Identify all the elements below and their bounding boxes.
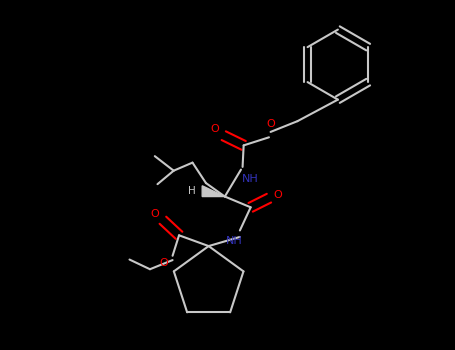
Polygon shape xyxy=(202,186,225,197)
Text: O: O xyxy=(211,124,219,134)
Text: H: H xyxy=(187,186,195,196)
Text: NH: NH xyxy=(226,236,243,246)
Text: O: O xyxy=(160,258,168,268)
Text: O: O xyxy=(150,209,159,219)
Text: O: O xyxy=(266,119,275,129)
Text: O: O xyxy=(273,190,282,200)
Text: NH: NH xyxy=(242,174,259,184)
